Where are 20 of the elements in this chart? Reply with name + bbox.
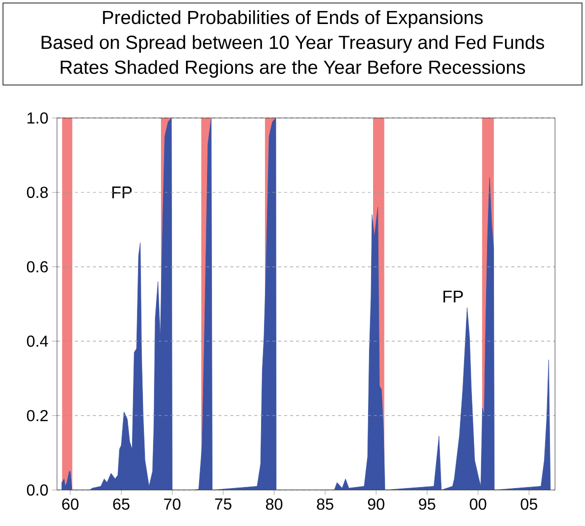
chart-subtitle: Based on Spread between 10 Year Treasury and Fed Funds Rates Shaded Regions are the Year Before Recessions [42,35,544,78]
x-tick-label: 60 [62,498,78,510]
x-tick-label: 80 [266,498,282,510]
annotation: FP [443,290,463,302]
y-tick-label: 0.4 [26,336,48,347]
x-tick-label: 05 [520,498,538,510]
x-tick-label: 70 [164,498,180,510]
y-tick-label: 0.6 [26,261,48,272]
x-tick-label: 85 [316,498,334,510]
x-tick-label: 65 [113,498,130,510]
chart-title: Predicted Probabilities of Ends of Expansions [103,10,483,28]
y-tick-label: 0.0 [26,484,48,496]
y-tick-label: 0.2 [26,410,48,422]
x-tick-label: 95 [418,498,436,510]
y-tick-label: 0.8 [26,186,48,198]
x-tick-label: 00 [470,498,486,510]
annotation: FP [112,186,132,198]
x-tick-label: 75 [215,498,232,510]
x-tick-label: 90 [368,498,384,510]
y-tick-label: 1.0 [28,112,48,124]
